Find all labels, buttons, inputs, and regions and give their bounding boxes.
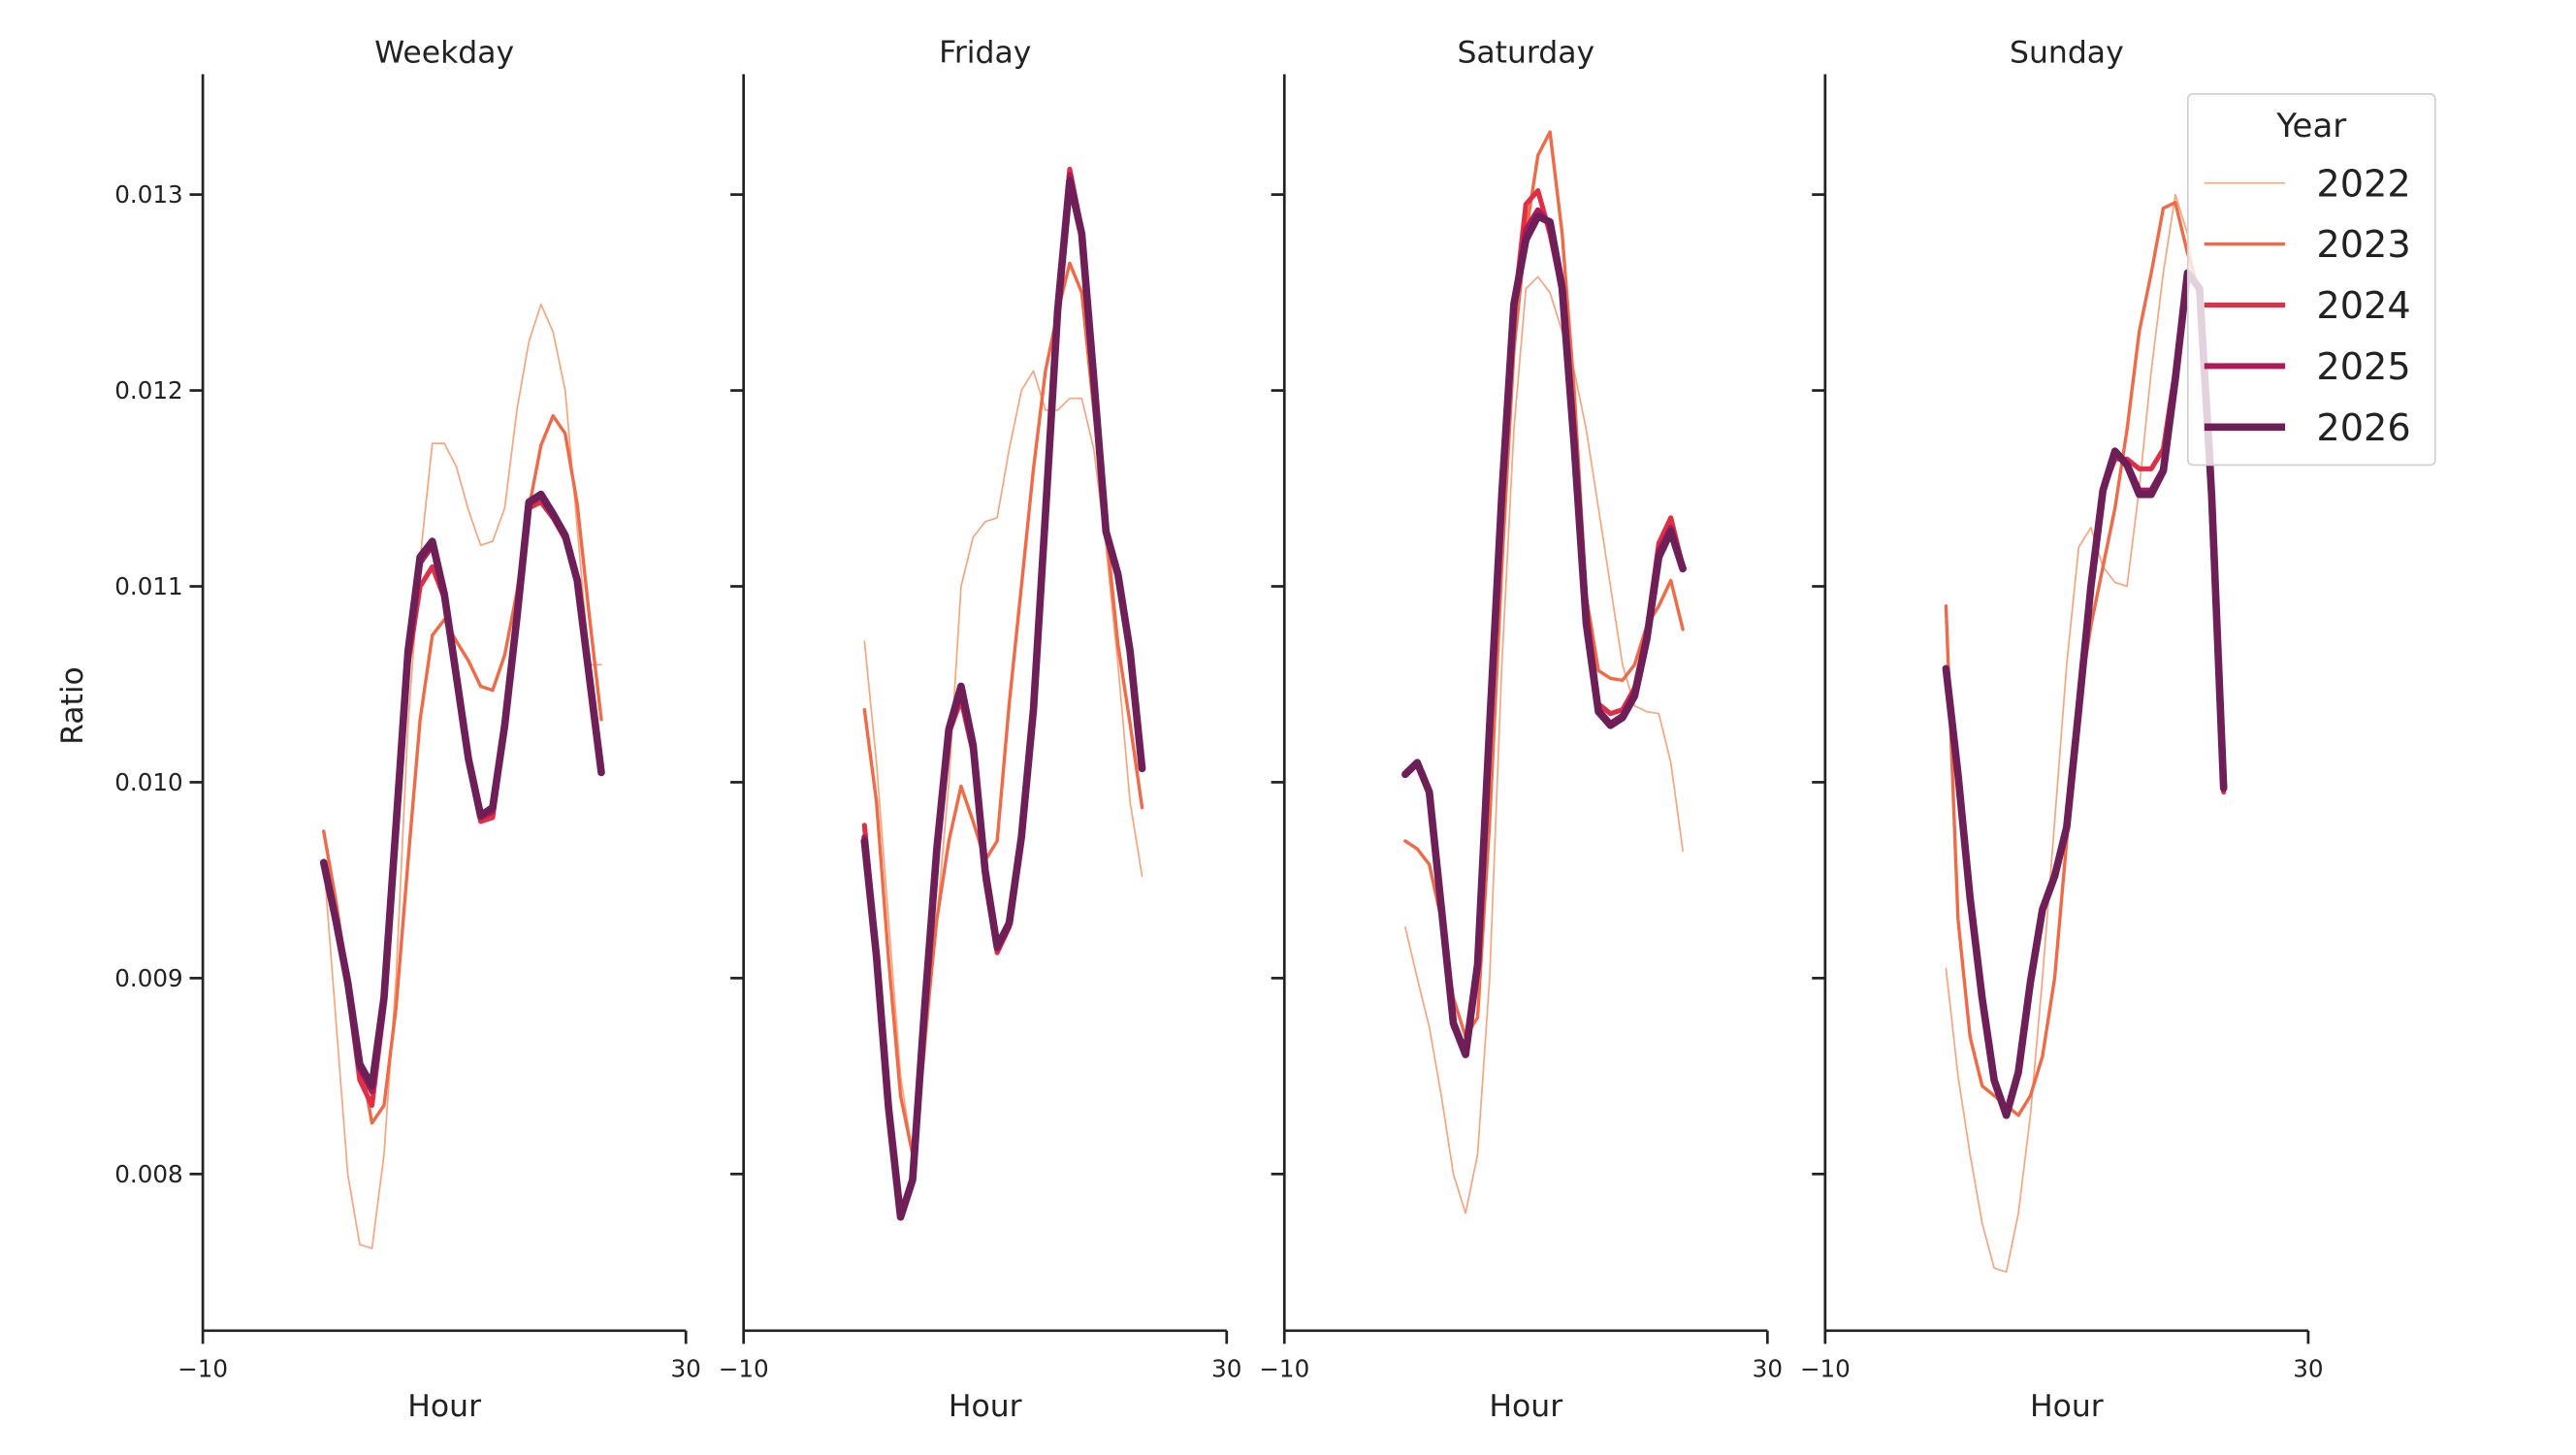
series-line-2026 xyxy=(1942,269,2228,1119)
panel-sunday: Sunday −10 30 Hour xyxy=(1800,36,2324,1425)
legend-label-2024: 2024 xyxy=(2316,285,2410,328)
series-line-2026 xyxy=(1401,212,1687,1058)
legend: Year 2022 2023 2024 2025 2026 xyxy=(2186,93,2436,467)
x-tick-label: 30 xyxy=(2293,1354,2323,1382)
panel-weekday: Weekday 0.008 0.009 0.010 0.011 0.012 0.013 −10… xyxy=(114,36,701,1425)
series-line-2025 xyxy=(320,493,604,1095)
panel-saturday: Saturday −10 30 Hour xyxy=(1259,36,1783,1425)
series-line-2022 xyxy=(1945,193,2225,1274)
panel-title: Weekday xyxy=(374,36,514,71)
y-tick-label: 0.009 xyxy=(114,964,182,992)
series-line-2025 xyxy=(861,172,1145,1218)
panel-friday: Friday −10 30 Hour xyxy=(719,36,1242,1425)
legend-title: Year xyxy=(2275,107,2346,146)
series-line-2023 xyxy=(862,261,1144,1156)
y-tick-label: 0.013 xyxy=(114,180,182,209)
series-line-2024 xyxy=(1402,187,1686,1055)
series-line-2023 xyxy=(1403,130,1685,1039)
x-tick-label: −10 xyxy=(719,1354,769,1382)
series-line-2022 xyxy=(322,303,602,1249)
y-tick-label: 0.008 xyxy=(114,1160,182,1188)
x-tick-label: 30 xyxy=(1211,1354,1241,1382)
legend-label-2023: 2023 xyxy=(2316,224,2410,267)
x-axis-label: Hour xyxy=(949,1389,1022,1424)
series-line-2022 xyxy=(1404,275,1684,1214)
x-tick-label: 30 xyxy=(1753,1354,1783,1382)
x-tick-label: 30 xyxy=(671,1354,701,1382)
series-line-2024 xyxy=(321,500,604,1109)
y-tick-label: 0.010 xyxy=(114,768,182,796)
legend-label-2025: 2025 xyxy=(2316,346,2410,389)
series-line-2024 xyxy=(861,166,1145,1216)
panel-title: Friday xyxy=(939,36,1031,71)
series-line-2024 xyxy=(1943,270,2227,1118)
y-tick-label: 0.012 xyxy=(114,376,182,404)
series-line-2026 xyxy=(319,490,605,1090)
series-line-2023 xyxy=(322,414,603,1125)
legend-label-2026: 2026 xyxy=(2316,407,2410,450)
x-tick-label: −10 xyxy=(1800,1354,1851,1382)
series-line-2025 xyxy=(1943,270,2227,1118)
x-axis-label: Hour xyxy=(407,1389,481,1424)
y-tick-label: 0.011 xyxy=(114,572,182,600)
x-tick-label: −10 xyxy=(177,1354,228,1382)
x-axis-label: Hour xyxy=(1489,1389,1562,1424)
x-axis-label: Hour xyxy=(2030,1389,2104,1424)
panel-title: Saturday xyxy=(1457,36,1594,71)
series-line-2026 xyxy=(860,177,1146,1221)
panel-title: Sunday xyxy=(2010,36,2124,71)
legend-label-2022: 2022 xyxy=(2316,163,2410,206)
legend-box xyxy=(2186,93,2436,467)
x-tick-label: −10 xyxy=(1259,1354,1309,1382)
y-axis-label: Ratio xyxy=(55,666,90,745)
